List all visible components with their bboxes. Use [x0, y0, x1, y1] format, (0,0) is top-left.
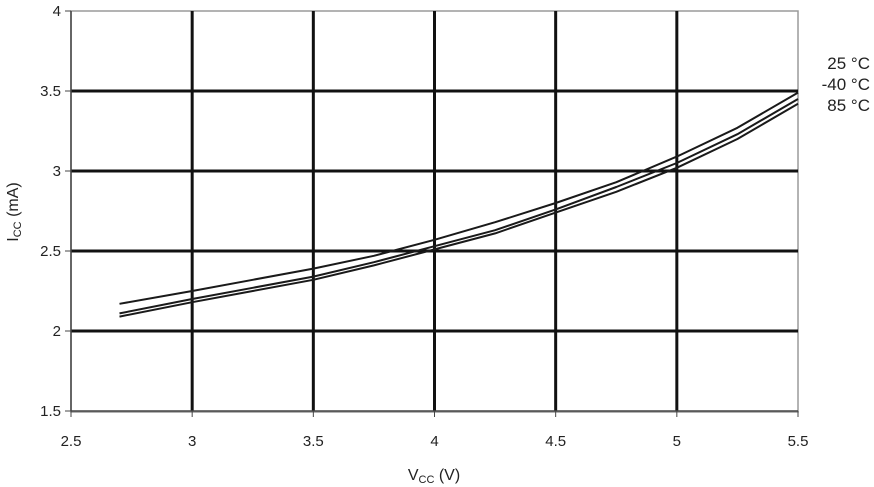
series-85c-line: [119, 102, 799, 318]
y-tick-label: 2: [53, 323, 61, 340]
x-tick-label: 4.5: [545, 433, 566, 450]
x-axis-title-sub: CC: [419, 474, 435, 486]
legend-label-85c: 85 °C: [827, 96, 870, 115]
x-tick-label: 3: [188, 433, 196, 450]
x-tick-label: 3.5: [303, 433, 324, 450]
y-tick-label: 1.5: [40, 403, 61, 420]
x-axis-title: VCC (V): [408, 467, 460, 486]
series-group: [119, 91, 799, 318]
axes: [65, 10, 799, 417]
y-axis-title-sub: CC: [12, 221, 24, 237]
y-axis-title-main: I: [5, 237, 22, 241]
y-tick-label: 3.5: [40, 83, 61, 100]
y-tick-label: 4: [53, 3, 61, 20]
x-axis-title-unit: (V): [434, 467, 460, 484]
y-tick-labels: 1.5 2 2.5 3 3.5 4: [40, 3, 61, 420]
y-tick-label: 2.5: [40, 243, 61, 260]
series-minus40c-line: [119, 98, 799, 315]
y-axis-title-unit: (mA): [5, 182, 22, 221]
x-tick-label: 5.5: [788, 433, 809, 450]
x-tick-label: 4: [430, 433, 438, 450]
legend-label-25c: 25 °C: [827, 54, 870, 73]
legend-label-minus40c: -40 °C: [822, 75, 870, 94]
series-25c-line: [119, 91, 799, 305]
x-axis-title-main: V: [408, 467, 419, 484]
x-tick-labels: 2.5 3 3.5 4 4.5 5 5.5: [61, 433, 809, 450]
y-tick-label: 3: [53, 163, 61, 180]
x-tick-label: 2.5: [61, 433, 82, 450]
y-axis-title: ICC (mA): [5, 182, 24, 241]
grid: [71, 11, 798, 411]
x-tick-label: 5: [673, 433, 681, 450]
